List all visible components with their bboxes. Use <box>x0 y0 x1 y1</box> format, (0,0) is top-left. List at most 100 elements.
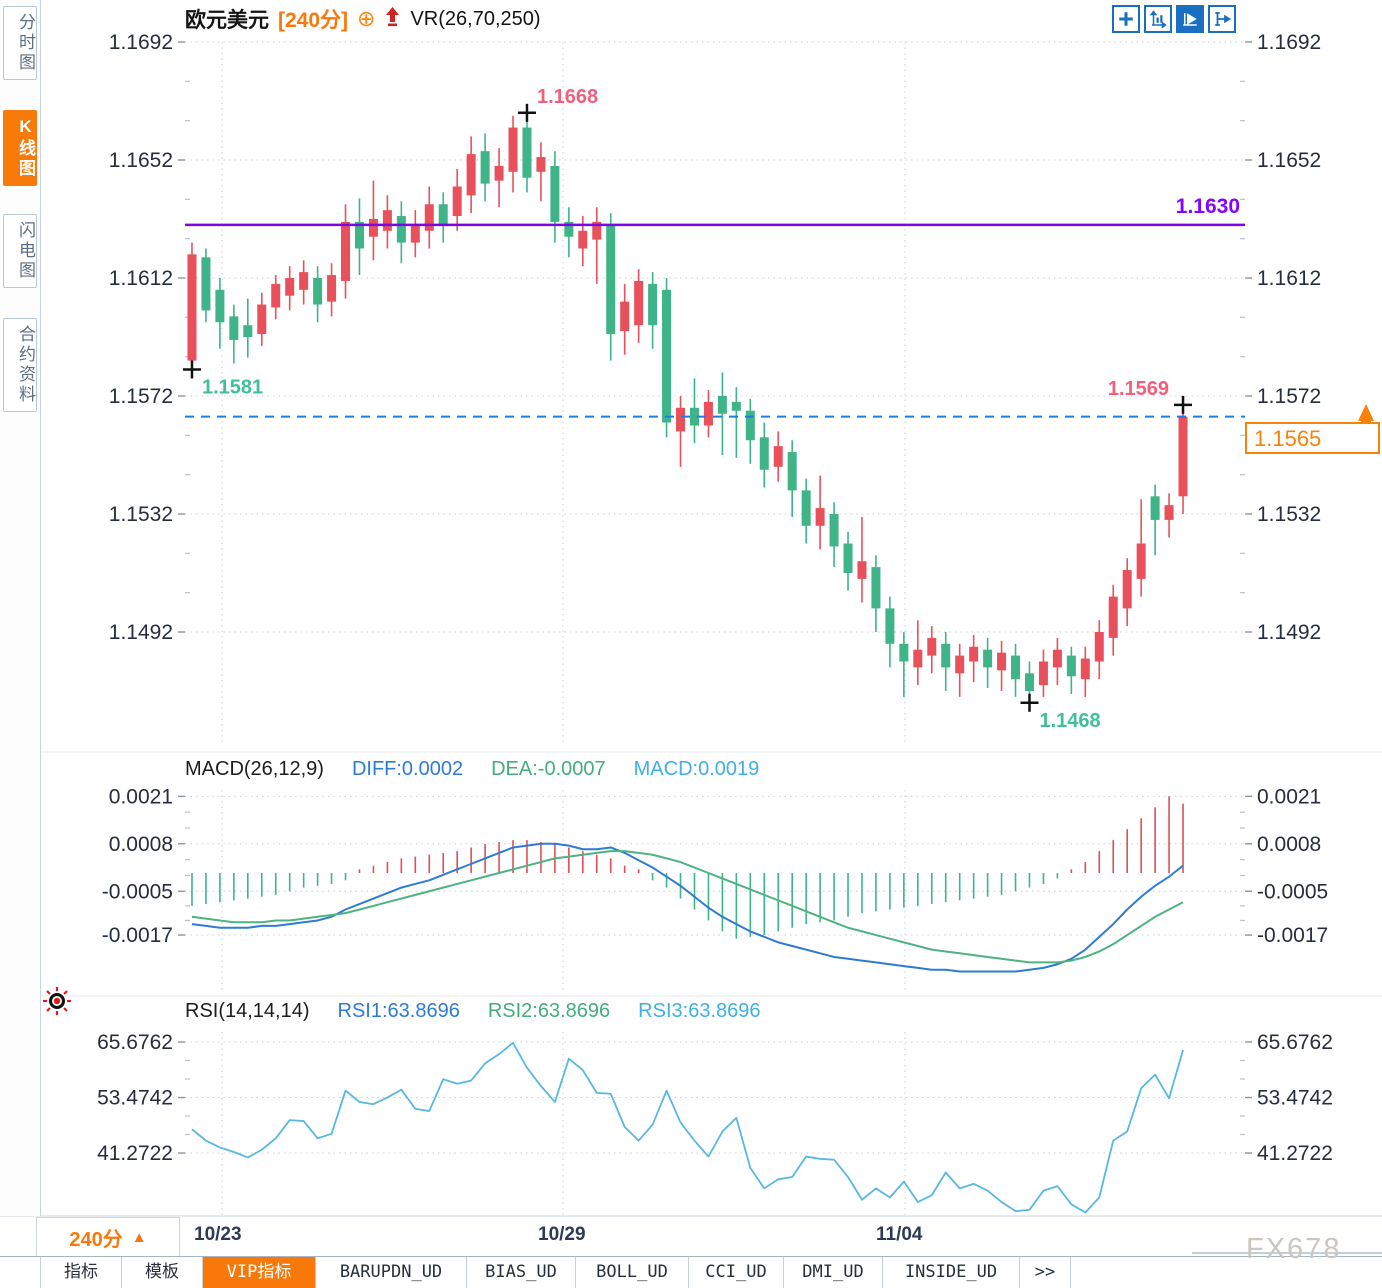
candle <box>592 221 602 240</box>
candle <box>1052 649 1062 668</box>
tab-vip-indicators[interactable]: VIP指标 <box>203 1257 316 1288</box>
y-axis-label: 53.4742 <box>97 1087 173 1110</box>
chart-header: 欧元美元 [240分] ⊕ VR(26,70,250) <box>185 4 541 34</box>
y-axis-label: 1.1492 <box>1257 621 1321 644</box>
candle <box>229 316 239 340</box>
y-axis-label: 53.4742 <box>1257 1087 1333 1110</box>
candle <box>354 221 364 249</box>
y-axis-label: 1.1612 <box>1257 267 1321 290</box>
macd-params-label[interactable]: MACD(26,12,9) <box>185 758 324 780</box>
price-annotation: 1.1581 <box>202 376 263 398</box>
sidebar-item-flash-chart[interactable]: 闪电图 <box>3 214 37 288</box>
candle <box>285 278 295 296</box>
y-axis-label: 41.2722 <box>1257 1142 1333 1165</box>
tab-indicators[interactable]: 指标 <box>41 1257 122 1288</box>
symbol-title: 欧元美元 <box>185 9 269 32</box>
candle <box>215 289 225 323</box>
y-axis-label: -0.0005 <box>1257 880 1328 903</box>
y-axis-label: 1.1692 <box>109 31 173 54</box>
macd-dea-value: DEA:-0.0007 <box>491 758 606 780</box>
y-axis-label: 1.1572 <box>109 385 173 408</box>
candle <box>885 608 895 644</box>
axis-range-icon[interactable] <box>1144 5 1172 33</box>
candle <box>313 278 323 305</box>
add-indicator-icon[interactable]: ⊕ <box>357 6 376 31</box>
macd-diff-value: DIFF:0.0002 <box>351 758 464 780</box>
indicator-settings-sun-icon[interactable] <box>42 986 72 1021</box>
sidebar-item-time-chart[interactable]: 分时图 <box>3 6 37 80</box>
y-axis-label: 65.6762 <box>97 1031 173 1054</box>
tab-bias-ud[interactable]: BIAS_UD <box>467 1257 576 1288</box>
y-axis-label: 0.0008 <box>109 833 173 856</box>
chart-toolbar <box>1112 5 1236 33</box>
rsi-params-label[interactable]: RSI(14,14,14) <box>185 1000 310 1022</box>
candle <box>899 643 909 662</box>
last-price-arrow-icon <box>1358 404 1374 421</box>
tab-barupdn-ud[interactable]: BARUPDN_UD <box>316 1257 467 1288</box>
candle <box>801 490 811 526</box>
candle <box>452 186 462 217</box>
y-axis-label: 1.1492 <box>109 621 173 644</box>
sidebar-item-kline-chart[interactable]: K线图 <box>3 110 37 186</box>
interval-selector[interactable]: 240分 ▲ <box>36 1217 180 1257</box>
y-axis-label: 0.0021 <box>1257 785 1321 808</box>
candle <box>983 649 993 668</box>
candle <box>480 151 490 184</box>
candle <box>717 396 727 414</box>
candle <box>341 221 351 281</box>
candle <box>1136 543 1146 579</box>
candle <box>410 224 420 243</box>
last-price-tag <box>1245 422 1380 454</box>
y-axis-label: 1.1572 <box>1257 385 1321 408</box>
candle <box>1164 505 1174 520</box>
candle <box>773 446 783 467</box>
axis-latest-icon[interactable] <box>1176 5 1204 33</box>
watermark: FX678 <box>1246 1233 1342 1265</box>
interval-label: 240分 <box>69 1228 123 1251</box>
tab-more[interactable]: >> <box>1020 1257 1071 1288</box>
macd-diff-line <box>191 842 1184 973</box>
tabbar-spacer <box>0 1257 41 1288</box>
candle <box>438 204 448 225</box>
red-up-arrow-icon <box>384 6 401 33</box>
y-axis-label: -0.0017 <box>102 924 173 947</box>
candle <box>368 219 378 237</box>
sidebar-item-contract-info[interactable]: 合约资料 <box>3 318 37 412</box>
rsi3-value: RSI3:63.8696 <box>638 1000 761 1022</box>
candle <box>508 127 518 172</box>
candle <box>843 543 853 573</box>
tab-dmi-ud[interactable]: DMI_UD <box>784 1257 883 1288</box>
collapse-right-icon[interactable] <box>1208 5 1236 33</box>
candle <box>634 280 644 326</box>
x-axis-date-2: 10/29 <box>538 1224 586 1245</box>
candle <box>550 165 560 222</box>
overlay-indicator-label[interactable]: VR(26,70,250) <box>410 7 541 30</box>
tab-templates[interactable]: 模板 <box>122 1257 203 1288</box>
candle <box>731 401 741 411</box>
tab-cci-ud[interactable]: CCI_UD <box>689 1257 784 1288</box>
candle <box>620 301 630 332</box>
candle <box>1178 416 1188 497</box>
candle <box>578 230 588 249</box>
candle <box>676 407 686 432</box>
last-price-value: 1.1565 <box>1254 426 1321 451</box>
rsi2-value: RSI2:63.8696 <box>487 1000 611 1022</box>
macd-legend: MACD(26,12,9) DIFF:0.0002 DEA:-0.0007 MA… <box>185 758 759 781</box>
candle <box>913 649 923 668</box>
candle <box>564 221 574 237</box>
crosshair-add-icon[interactable] <box>1112 5 1140 33</box>
candlestick-panel <box>187 112 1188 703</box>
candle <box>829 514 839 547</box>
macd-panel <box>191 796 1184 973</box>
candle <box>689 407 699 426</box>
period-tag[interactable]: [240分] <box>278 9 349 32</box>
candle <box>703 401 713 426</box>
candle <box>494 165 504 181</box>
tab-boll-ud[interactable]: BOLL_UD <box>576 1257 689 1288</box>
candle <box>1150 496 1160 520</box>
candle <box>396 216 406 243</box>
tab-inside-ud[interactable]: INSIDE_UD <box>883 1257 1020 1288</box>
interval-arrow-icon: ▲ <box>131 1228 147 1246</box>
